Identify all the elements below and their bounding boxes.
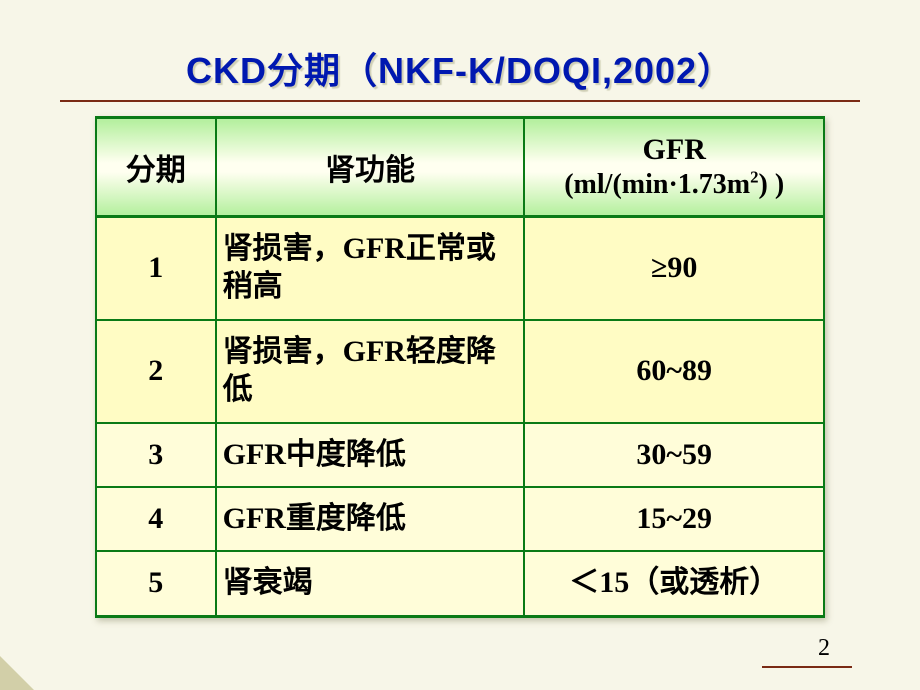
cell-gfr: ≥90 <box>524 217 824 320</box>
gfr-header-line1: GFR <box>643 133 706 166</box>
cell-stage: 2 <box>96 320 216 423</box>
cell-function: GFR重度降低 <box>216 487 525 551</box>
col-header-stage: 分期 <box>96 118 216 217</box>
table-header-row: 分期 肾功能 GFR (ml/(min·1.73m2) ) <box>96 118 824 217</box>
page-number: 2 <box>818 635 830 662</box>
col-header-function: 肾功能 <box>216 118 525 217</box>
cell-gfr: 15~29 <box>524 487 824 551</box>
cell-function: GFR中度降低 <box>216 423 525 487</box>
col-header-gfr: GFR (ml/(min·1.73m2) ) <box>524 118 824 217</box>
slide: CKD分期（NKF-K/DOQI,2002） 分期 肾功能 GFR (ml/(m… <box>0 0 920 690</box>
cell-function: 肾衰竭 <box>216 551 525 616</box>
cell-function: 肾损害，GFR正常或稍高 <box>216 217 525 320</box>
cell-stage: 5 <box>96 551 216 616</box>
cell-function: 肾损害，GFR轻度降低 <box>216 320 525 423</box>
cell-stage: 4 <box>96 487 216 551</box>
table-row: 3 GFR中度降低 30~59 <box>96 423 824 487</box>
cell-stage: 3 <box>96 423 216 487</box>
table-row: 2 肾损害，GFR轻度降低 60~89 <box>96 320 824 423</box>
slide-title: CKD分期（NKF-K/DOQI,2002） <box>0 42 920 94</box>
cell-gfr: ＜15（或透析） <box>524 551 824 616</box>
gfr-header-line2: (ml/(min·1.73m2) ) <box>564 169 784 200</box>
cell-gfr: 30~59 <box>524 423 824 487</box>
title-underline <box>60 100 860 102</box>
cell-stage: 1 <box>96 217 216 320</box>
ckd-staging-table: 分期 肾功能 GFR (ml/(min·1.73m2) ) 1 肾损害，GFR正… <box>95 116 825 618</box>
page-number-underline <box>762 666 852 668</box>
corner-fold-icon <box>0 656 34 690</box>
cell-gfr: 60~89 <box>524 320 824 423</box>
table-row: 1 肾损害，GFR正常或稍高 ≥90 <box>96 217 824 320</box>
table-row: 4 GFR重度降低 15~29 <box>96 487 824 551</box>
table-row: 5 肾衰竭 ＜15（或透析） <box>96 551 824 616</box>
